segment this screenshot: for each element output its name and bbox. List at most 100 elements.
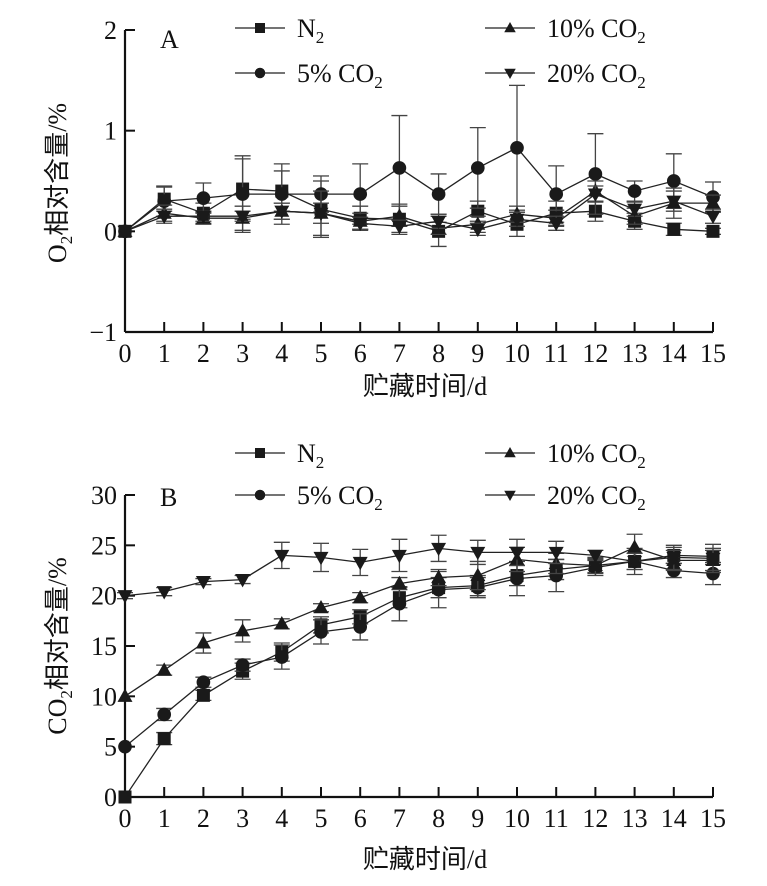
data-point (666, 195, 682, 209)
data-point (274, 650, 289, 664)
legend-label: 10% CO2 (547, 439, 646, 472)
data-point (549, 187, 564, 201)
data-point (431, 187, 446, 201)
x-tick-label: 4 (275, 804, 288, 833)
y-tick-label: 0 (104, 783, 117, 812)
data-point (627, 184, 642, 198)
y-tick-label: 25 (91, 531, 117, 560)
x-tick-label: 3 (236, 804, 249, 833)
legend-marker-icon (254, 67, 266, 79)
plot-area-a (117, 84, 721, 248)
x-tick-label: 11 (544, 339, 569, 368)
data-point (157, 732, 171, 746)
data-point (196, 675, 211, 690)
x-tick-label: 8 (432, 339, 445, 368)
x-tick-label: 12 (582, 339, 608, 368)
data-point (118, 739, 132, 754)
series-line (124, 193, 714, 232)
data-point (352, 217, 368, 232)
y-tick-label: 1 (104, 117, 117, 146)
y-tick-label: 0 (104, 217, 117, 246)
data-point (392, 596, 407, 611)
data-point (666, 174, 681, 188)
data-point (391, 575, 407, 590)
x-tick-label: 15 (700, 339, 726, 368)
series-line (124, 190, 713, 232)
data-point (195, 635, 211, 649)
data-point (391, 549, 407, 564)
legend-b: N2 5% CO2 10% CO2 20% CO2 (235, 439, 646, 514)
data-point (118, 790, 132, 804)
data-point (706, 224, 720, 238)
data-point (235, 623, 251, 637)
data-point (352, 556, 368, 571)
data-point (549, 568, 564, 583)
data-point (470, 161, 485, 175)
data-point (587, 549, 603, 564)
y-tick-label: 5 (104, 733, 117, 762)
legend-marker-icon (255, 448, 265, 458)
legend-item: 20% CO2 (485, 481, 646, 514)
data-point (156, 586, 172, 600)
data-point (235, 658, 250, 672)
legend-item: 20% CO2 (485, 59, 646, 92)
data-point (196, 688, 210, 702)
data-point (274, 616, 290, 630)
legend-marker-icon (504, 68, 516, 79)
legend-label: N2 (297, 439, 324, 472)
y-tick-label: 30 (91, 481, 117, 510)
x-tick-label: 5 (315, 804, 328, 833)
data-point (431, 569, 447, 584)
data-point (392, 161, 407, 175)
legend-item: N2 (235, 14, 324, 47)
series-line (124, 547, 714, 597)
data-point (235, 210, 251, 225)
data-point (352, 589, 368, 604)
x-tick-label: 1 (158, 804, 171, 833)
legend-marker-icon (504, 447, 516, 458)
x-tick-label: 5 (315, 339, 328, 368)
series-line (124, 546, 713, 697)
data-point (470, 223, 486, 238)
data-point (195, 576, 211, 590)
x-tick-label: 6 (354, 339, 367, 368)
series-5-co2 (118, 84, 721, 239)
series-line (124, 188, 714, 232)
data-point (353, 620, 368, 634)
x-axis-label-a: 贮藏时间/d (363, 372, 487, 401)
x-tick-label: 2 (197, 804, 210, 833)
data-point (274, 187, 289, 201)
data-point (313, 207, 329, 222)
data-point (431, 215, 447, 230)
series-n2 (118, 546, 721, 804)
panel-label-a: A (160, 25, 179, 54)
x-tick-label: 3 (236, 339, 249, 368)
data-point (548, 217, 564, 232)
data-point (587, 557, 603, 571)
legend-item: 5% CO2 (235, 59, 383, 92)
data-point (666, 551, 682, 566)
series-line (124, 560, 714, 748)
x-tick-label: 2 (197, 339, 210, 368)
y-tick-label: 20 (91, 582, 117, 611)
legend-item: 10% CO2 (485, 439, 646, 472)
data-point (274, 549, 290, 564)
data-point (627, 539, 643, 553)
data-point (667, 222, 681, 236)
data-point (313, 599, 329, 614)
x-tick-label: 7 (393, 339, 406, 368)
data-point (391, 220, 407, 235)
legend-marker-icon (504, 22, 516, 33)
x-tick-label: 0 (119, 804, 132, 833)
data-point (510, 140, 524, 155)
legend-marker-icon (504, 490, 516, 501)
x-tick-label: 1 (158, 339, 171, 368)
data-point (117, 590, 133, 604)
series-20-co2 (117, 534, 721, 604)
data-point (509, 546, 525, 561)
data-point (156, 662, 172, 676)
legend-marker-icon (255, 23, 265, 33)
x-tick-label: 4 (275, 339, 288, 368)
